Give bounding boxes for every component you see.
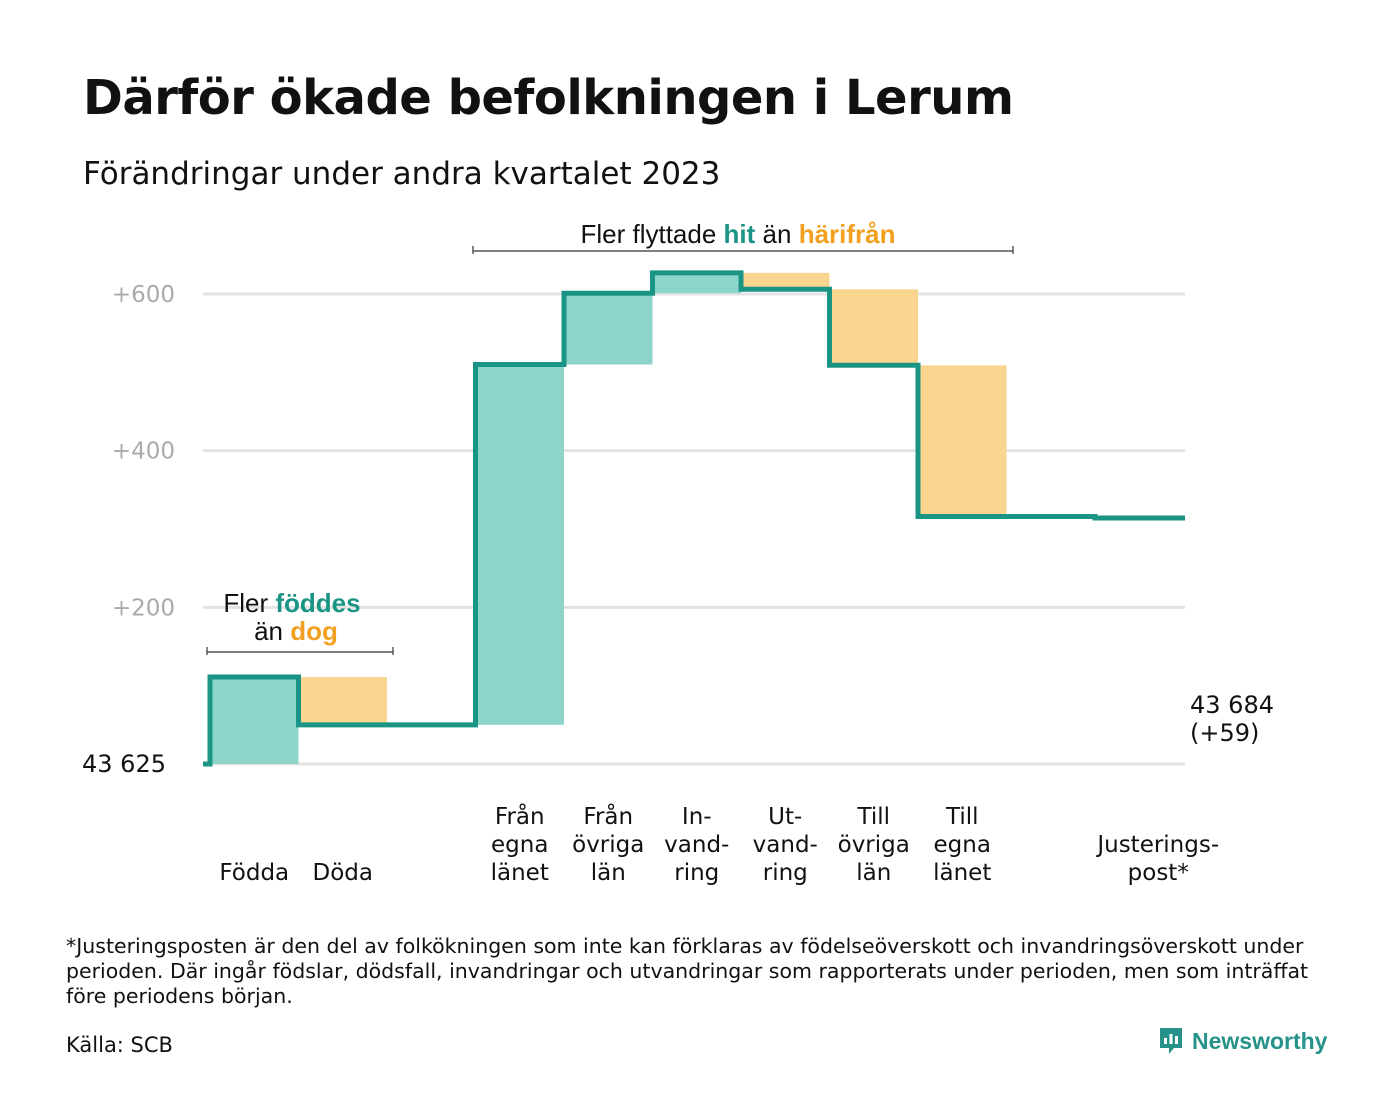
annotation-text: Fler bbox=[223, 588, 275, 618]
annotation-text: än bbox=[755, 219, 798, 249]
chart-subtitle: Förändringar under andra kvartalet 2023 bbox=[83, 156, 721, 192]
category-label: egna bbox=[491, 832, 548, 858]
category-label: Ut- bbox=[768, 804, 802, 830]
category-label: Födda bbox=[219, 860, 289, 886]
source-note: Källa: SCB bbox=[66, 1033, 173, 1057]
annotation-orange-text: dog bbox=[290, 616, 338, 646]
category-label: In- bbox=[682, 804, 712, 830]
births-annotation-line2: än dog bbox=[254, 616, 338, 646]
migration-bracket bbox=[472, 246, 1014, 254]
decrease-bar bbox=[918, 365, 1007, 517]
category-label: vand- bbox=[753, 832, 818, 858]
increase-bar bbox=[652, 272, 741, 294]
start-value-label: 43 625 bbox=[82, 750, 166, 778]
y-tick-label: +200 bbox=[112, 595, 175, 621]
annotation-text: Fler flyttade bbox=[580, 219, 723, 249]
category-label: egna bbox=[934, 832, 991, 858]
category-label: Från bbox=[495, 802, 545, 830]
brand-logo: Newsworthy bbox=[1158, 1026, 1327, 1056]
migration-annotation: Fler flyttade hit än härifrån bbox=[580, 219, 895, 249]
decrease-bar bbox=[829, 289, 918, 366]
category-label: Från bbox=[583, 802, 633, 830]
annotation-teal-text: föddes bbox=[275, 588, 360, 618]
category-label: övriga bbox=[572, 832, 644, 858]
increase-bar bbox=[564, 293, 653, 365]
category-label: Till bbox=[856, 804, 890, 830]
category-label: Till bbox=[945, 804, 979, 830]
chart-title: Därför ökade befolkningen i Lerum bbox=[83, 70, 1014, 126]
end-value-label: 43 684 bbox=[1190, 691, 1274, 719]
category-label: länet bbox=[933, 860, 991, 886]
brand-name: Newsworthy bbox=[1192, 1027, 1328, 1054]
category-label: Justerings- bbox=[1095, 832, 1219, 858]
annotation-orange-text: härifrån bbox=[799, 219, 896, 249]
annotation-teal-text: hit bbox=[724, 219, 756, 249]
births-bracket bbox=[206, 647, 394, 655]
increase-bar bbox=[210, 677, 299, 764]
y-tick-label: +600 bbox=[112, 282, 175, 308]
category-label: län bbox=[856, 860, 891, 886]
annotation-text: än bbox=[254, 616, 290, 646]
increase-bar bbox=[475, 364, 564, 725]
footnote: *Justeringsposten är den del av folkökni… bbox=[66, 934, 1309, 1008]
category-label: övriga bbox=[838, 832, 910, 858]
newsworthy-logo-icon bbox=[1160, 1028, 1182, 1054]
category-label: vand- bbox=[664, 832, 729, 858]
category-label: post* bbox=[1128, 860, 1189, 886]
decrease-bar bbox=[741, 272, 830, 290]
y-tick-label: +400 bbox=[112, 439, 175, 465]
category-label: ring bbox=[763, 860, 808, 886]
cumulative-step-line bbox=[203, 270, 1185, 767]
decrease-bar bbox=[298, 677, 387, 725]
category-label: Döda bbox=[313, 860, 373, 886]
end-change-label: (+59) bbox=[1190, 719, 1259, 747]
category-label: länet bbox=[491, 860, 549, 886]
category-label: ring bbox=[674, 860, 719, 886]
category-label: län bbox=[591, 860, 626, 886]
births-annotation-line1: Fler föddes bbox=[223, 588, 360, 618]
